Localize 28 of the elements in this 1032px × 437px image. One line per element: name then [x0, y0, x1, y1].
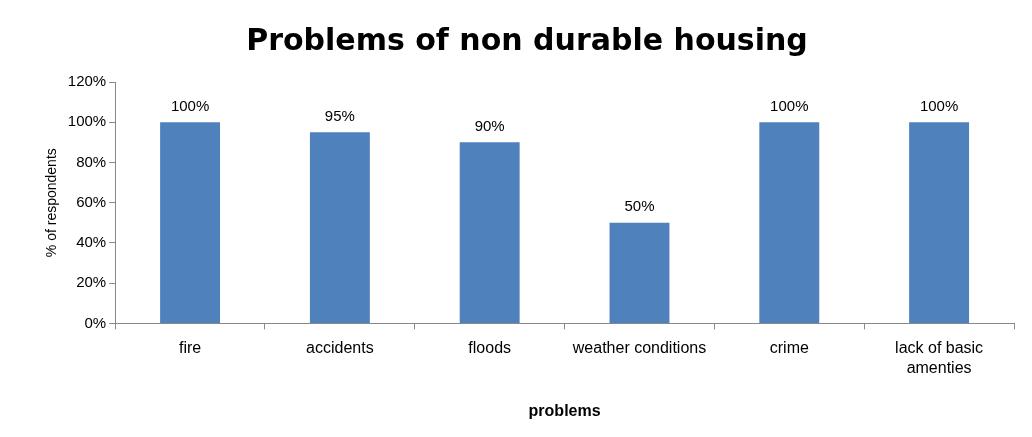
y-tick-label: 20% — [76, 273, 107, 291]
data-label: 100% — [170, 96, 210, 114]
y-tick-label: 120% — [67, 72, 107, 90]
data-label: 100% — [919, 96, 959, 114]
data-label: 100% — [770, 96, 809, 114]
x-tick-label: crime — [769, 339, 809, 357]
y-tick-label: 0% — [84, 313, 107, 331]
x-tick-label: lack of basic amenties — [895, 339, 984, 376]
data-label: 95% — [324, 106, 355, 124]
x-tick-label: accidents — [306, 339, 374, 357]
data-label: 50% — [624, 197, 655, 215]
chart-title: Problems of non durable housing — [246, 21, 808, 57]
y-tick-label: 40% — [76, 233, 107, 251]
bar — [160, 122, 221, 323]
x-tick-label: fire — [178, 339, 202, 357]
x-axis-title: problems — [528, 401, 601, 419]
y-tick-label: 100% — [67, 112, 107, 130]
bar — [459, 142, 520, 323]
bar — [309, 132, 370, 323]
bar — [609, 222, 670, 323]
y-axis-title: % of respondents — [43, 148, 60, 258]
y-tick-label: 80% — [76, 152, 107, 170]
bar — [909, 122, 970, 323]
bar — [759, 122, 820, 323]
x-tick-label: weather conditions — [571, 339, 707, 357]
y-tick-label: 60% — [76, 192, 107, 210]
data-label: 90% — [474, 116, 505, 134]
x-tick-label: floods — [468, 339, 512, 357]
